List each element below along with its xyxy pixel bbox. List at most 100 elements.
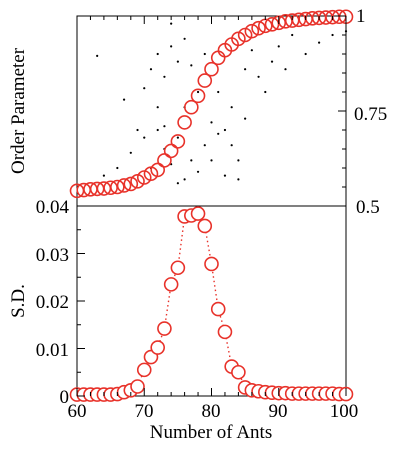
raw-sample-dot [210,121,213,124]
order-parameter-point [210,50,226,66]
raw-sample-dot [129,151,132,154]
raw-sample-dot [318,41,321,44]
sd-point [130,379,145,394]
raw-sample-dot [170,45,173,48]
raw-sample-dot [196,90,200,94]
sd-point [217,324,233,340]
order-parameter-point [116,178,132,193]
raw-sample-dot [223,174,227,177]
raw-sample-dot [156,52,159,56]
bottom-ytick-label-0-03: 0.03 [36,245,69,266]
raw-sample-dot [102,174,105,177]
raw-sample-dot [331,33,334,37]
xtick-label-90: 90 [269,401,288,422]
sd-point [190,206,206,221]
xtick-label-100: 100 [330,401,359,422]
order-parameter-point [264,17,280,32]
order-parameter-point [204,61,219,77]
top-panel: Order Parameter 0.75 1 0.5 [8,6,387,218]
order-parameter-point [244,23,260,39]
sd-point [231,364,246,380]
order-parameter-point [103,180,118,196]
raw-sample-dot [163,125,166,128]
top-ytick-label-0-5: 0.5 [356,197,380,218]
sd-point [170,260,186,276]
order-parameter-point [110,179,125,195]
raw-sample-dot [344,30,348,33]
raw-sample-dot [237,178,240,181]
raw-sample-dot [149,68,153,71]
bottom-plot-frame [76,205,347,397]
sd-point [163,277,179,292]
top-ytick-label-0-75: 0.75 [354,104,387,125]
raw-sample-dot [244,117,247,120]
raw-sample-dot [203,144,206,147]
top-mean-markers [69,9,354,199]
bottom-ytick-label-0-01: 0.01 [36,340,69,361]
xtick-label-60: 60 [68,401,87,422]
raw-sample-dot [257,75,260,78]
raw-sample-dot [156,106,159,109]
raw-sample-dot [230,144,233,147]
raw-sample-dot [116,166,119,170]
raw-sample-dot [223,128,227,132]
raw-sample-dot [270,60,274,63]
raw-sample-dot [264,90,267,94]
sd-point [150,340,165,355]
top-y-axis-label: Order Parameter [8,47,29,174]
raw-sample-dot [190,159,193,162]
raw-sample-dot [143,87,146,90]
order-parameter-point [157,153,172,168]
raw-sample-dot [230,106,233,109]
bottom-ytick-label-0: 0 [60,387,70,408]
bottom-ytick-label-0-02: 0.02 [36,292,69,313]
order-parameter-point [163,143,179,159]
raw-sample-dot [203,52,206,56]
bottom-y-axis-label: S.D. [8,284,29,318]
raw-sample-dot [244,68,247,71]
raw-sample-dot [237,159,240,162]
xtick-label-80: 80 [202,401,221,422]
order-parameter-point [170,134,186,149]
sd-dotted-line [77,212,346,396]
sd-markers [69,206,354,402]
raw-sample-dot [183,178,186,181]
top-plot-frame [76,15,347,207]
raw-sample-dot [291,33,294,37]
raw-sample-dot [217,132,220,135]
top-raw-dots [96,22,348,185]
top-ticks [76,15,347,207]
raw-sample-dot [156,128,159,132]
raw-sample-dot [183,37,186,40]
order-parameter-point [150,162,165,178]
sd-point [210,301,226,317]
order-parameter-point [123,176,139,192]
sd-point [157,321,172,336]
raw-sample-dot [210,159,213,162]
raw-sample-dot [176,136,179,139]
order-parameter-point [197,73,213,88]
raw-sample-dot [96,54,99,58]
raw-sample-dot [136,128,139,132]
x-axis-label: Number of Ants [150,422,272,443]
raw-sample-dot [277,45,280,48]
order-parameter-point [177,115,192,130]
raw-sample-dot [122,98,126,101]
raw-sample-dot [284,68,287,71]
bottom-ytick-label-0-04: 0.04 [36,197,70,218]
raw-sample-dot [250,49,253,52]
raw-sample-dot [143,136,146,139]
raw-sample-dot [190,64,193,67]
raw-sample-dot [176,60,179,63]
order-parameter-point [190,88,206,104]
order-parameter-point [184,99,199,115]
sd-point [136,362,152,378]
raw-sample-dot [176,182,179,185]
raw-sample-dot [304,52,307,56]
sd-point [197,218,213,234]
bottom-panel: S.D. 0.04 0.03 0.02 0.01 0 60 70 80 90 1… [8,197,358,443]
sd-point [204,256,219,272]
raw-sample-dot [170,22,173,25]
top-ytick-label-1: 1 [356,6,366,27]
xtick-label-70: 70 [135,401,154,422]
